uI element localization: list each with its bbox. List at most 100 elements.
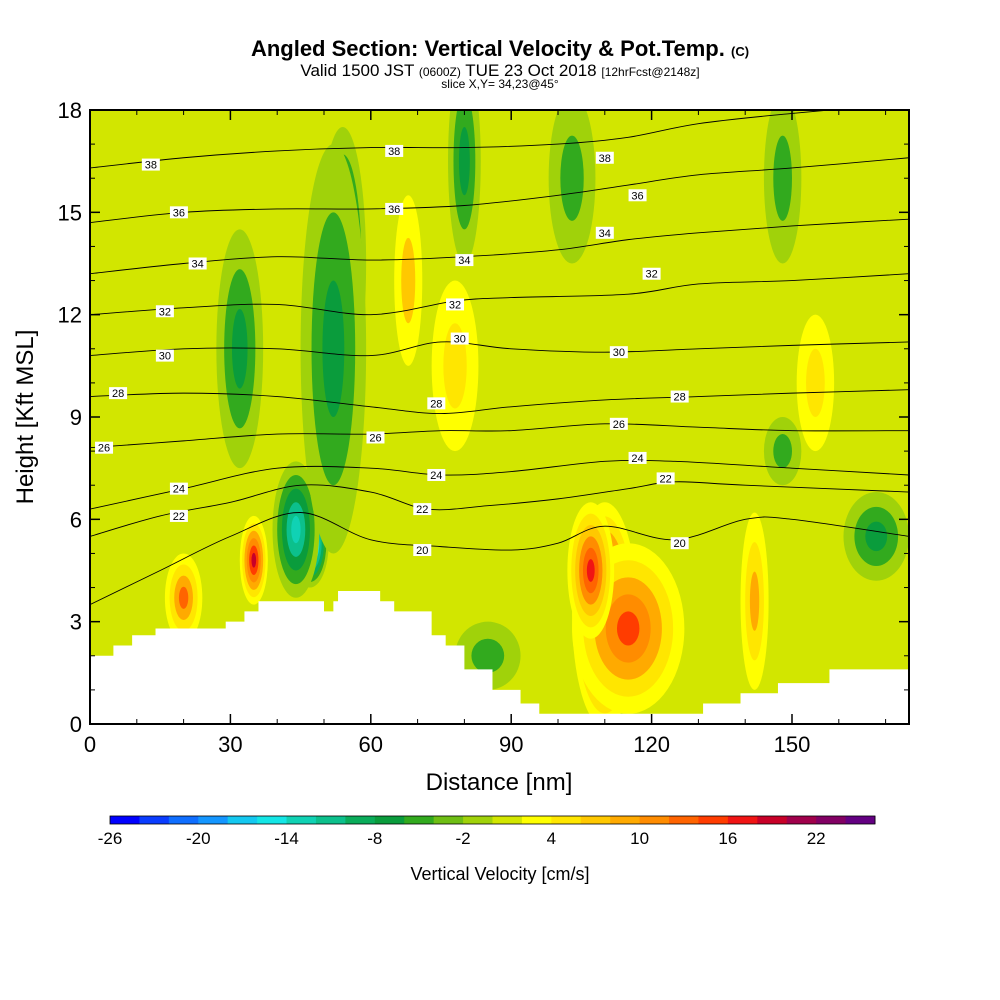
theta-contour-24	[90, 459, 909, 510]
colorbar-tick-label: 10	[630, 829, 649, 848]
contour-label-text: 26	[98, 443, 110, 455]
y-tick-label: 9	[70, 405, 82, 430]
contour-label-text: 24	[173, 484, 185, 496]
contour-label-bg	[642, 267, 661, 280]
colorbar-tick-label: -14	[274, 829, 299, 848]
colorbar-tick-label: 4	[547, 829, 556, 848]
theta-contour-28	[90, 389, 909, 415]
contour-label-text: 32	[645, 269, 657, 281]
contour-label: 20	[670, 537, 689, 550]
contour-label-bg	[169, 482, 188, 495]
chart-title: Angled Section: Vertical Velocity & Pot.…	[0, 36, 1000, 62]
colorbar-swatch	[551, 816, 582, 824]
y-tick-label: 0	[70, 712, 82, 737]
contour-label-text: 20	[674, 538, 686, 550]
velocity-cell	[458, 127, 470, 196]
velocity-cell	[773, 135, 792, 221]
colorbar-swatch	[433, 816, 464, 824]
contour-label: 24	[169, 482, 188, 496]
contour-label-text: 28	[674, 392, 686, 404]
x-tick-label: 120	[633, 732, 670, 757]
theta-contour-32	[90, 273, 909, 316]
colorbar-tick-label: -2	[456, 829, 471, 848]
contour-label-bg	[628, 451, 647, 464]
contour-label-text: 22	[416, 504, 428, 516]
contour-label-bg	[169, 206, 188, 219]
colorbar-tick-label: -8	[367, 829, 382, 848]
contour-label-bg	[609, 417, 628, 430]
contour-label: 28	[109, 387, 128, 400]
colorbar-swatch	[786, 816, 817, 824]
contour-label-text: 22	[660, 473, 672, 485]
velocity-cell	[586, 559, 595, 582]
contour-label-text: 30	[613, 347, 625, 359]
contour-label: 38	[385, 144, 404, 158]
x-axis-title: Distance [nm]	[426, 769, 573, 796]
contour-label-bg	[366, 431, 385, 444]
colorbar-swatch	[168, 816, 199, 824]
colorbar-swatch	[110, 816, 140, 824]
contour-label: 24	[628, 451, 647, 465]
contour-label-text: 26	[369, 432, 381, 444]
contour-label-bg	[628, 189, 647, 202]
contour-label: 34	[188, 257, 207, 271]
velocity-cell	[471, 638, 505, 673]
velocity-cell	[773, 434, 792, 469]
y-tick-label: 12	[58, 303, 82, 328]
chart-subtitle: Valid 1500 JST (0600Z) TUE 23 Oct 2018 […	[0, 61, 1000, 81]
x-tick-label: 90	[499, 732, 523, 757]
colorbar-swatch	[845, 816, 876, 824]
contour-label: 36	[628, 189, 647, 202]
contour-label-text: 36	[631, 190, 643, 202]
contour-label-bg	[656, 472, 675, 485]
contour-label: 38	[595, 151, 614, 165]
contour-label-bg	[595, 151, 614, 164]
y-tick-label: 6	[70, 507, 82, 532]
velocity-cell	[231, 308, 248, 389]
x-tick-label: 0	[84, 732, 96, 757]
colorbar: -26 -20 -14 -8 -2 4 10 16 22	[98, 815, 876, 848]
contour-label: 34	[455, 254, 474, 267]
colorbar-swatch	[669, 816, 699, 824]
contour-label-text: 28	[430, 398, 442, 410]
contour-label: 38	[141, 158, 160, 172]
valid-date: TUE 23 Oct 2018	[465, 61, 597, 80]
contour-label-bg	[155, 305, 174, 318]
colorbar-swatch	[345, 816, 376, 824]
x-tick-label: 150	[774, 732, 811, 757]
contour-label: 32	[642, 267, 661, 281]
velocity-cell	[291, 515, 301, 544]
contour-label-text: 20	[416, 545, 428, 557]
contour-label: 32	[446, 298, 465, 311]
x-tick-label: 30	[218, 732, 242, 757]
colorbar-tick-label: 16	[718, 829, 737, 848]
velocity-cell	[178, 586, 189, 609]
colorbar-swatch	[374, 816, 405, 824]
contour-label: 32	[155, 305, 174, 318]
contour-label: 22	[169, 509, 188, 523]
velocity-cell	[865, 521, 888, 552]
colorbar-swatch	[257, 816, 288, 824]
colorbar-swatch	[463, 816, 493, 824]
y-tick-label: 3	[70, 610, 82, 635]
y-tick-label: 15	[58, 200, 82, 225]
slice-info: slice X,Y= 34,23@45°	[441, 77, 559, 91]
plot-area: 20 20 22 22 22 24 24 24 26 26 26 28 28 28 30 30 30 32 32 32…	[90, 110, 909, 724]
contour-label-bg	[413, 544, 432, 557]
colorbar-swatch	[698, 816, 729, 824]
contour-label-bg	[95, 441, 114, 454]
colorbar-frame	[109, 815, 876, 825]
theta-contour-22	[90, 481, 909, 537]
contour-label-text: 38	[145, 160, 157, 172]
contour-label-bg	[609, 346, 628, 359]
contour-label: 36	[169, 206, 188, 219]
contour-label: 26	[366, 431, 385, 444]
velocity-cell	[251, 552, 257, 568]
contour-label-text: 38	[388, 146, 400, 158]
y-axis-title: Height [Kft MSL]	[12, 330, 39, 505]
theta-contour-36	[90, 157, 909, 224]
theta-contour-30	[90, 341, 909, 357]
y-tick-label: 18	[58, 98, 82, 123]
contour-label-text: 34	[458, 255, 470, 267]
